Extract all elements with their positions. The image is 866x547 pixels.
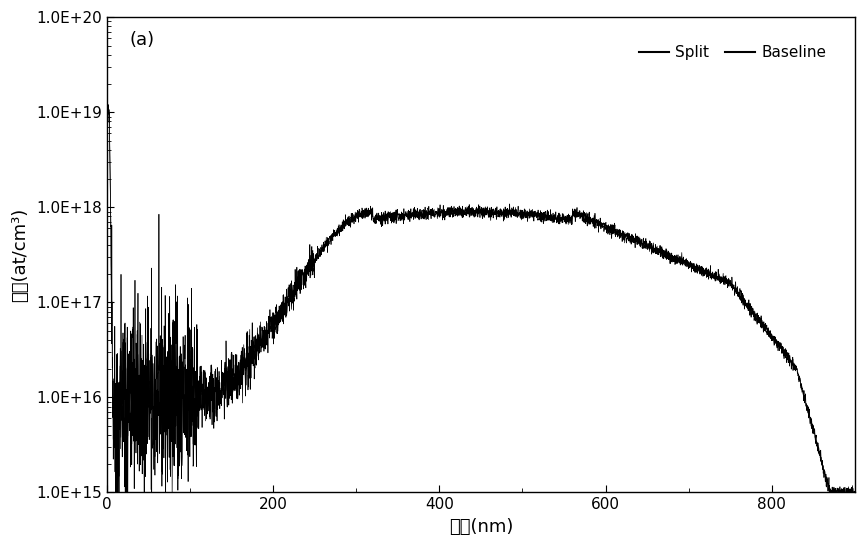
Split [422,208,432,215]
Baseline [101,109,112,116]
Legend: Split, Baseline: Split, Baseline [632,39,832,66]
Baseline [102,100,113,107]
Split [850,489,860,496]
Split [389,216,399,222]
Text: (a): (a) [129,31,154,49]
X-axis label: 深度(nm): 深度(nm) [449,518,513,536]
Split [101,107,112,113]
Baseline [422,210,432,217]
Baseline [836,489,846,496]
Split [111,489,121,496]
Baseline [389,214,399,221]
Split [103,101,113,108]
Baseline [232,375,242,382]
Y-axis label: 浓度(at/cm³): 浓度(at/cm³) [11,208,29,302]
Baseline [187,344,197,351]
Baseline [111,489,121,496]
Baseline [755,318,766,325]
Split [187,416,197,423]
Split [232,380,242,387]
Split [755,315,766,321]
Baseline [850,489,860,496]
Line: Baseline: Baseline [107,103,855,492]
Split [836,487,846,494]
Line: Split: Split [107,104,855,492]
